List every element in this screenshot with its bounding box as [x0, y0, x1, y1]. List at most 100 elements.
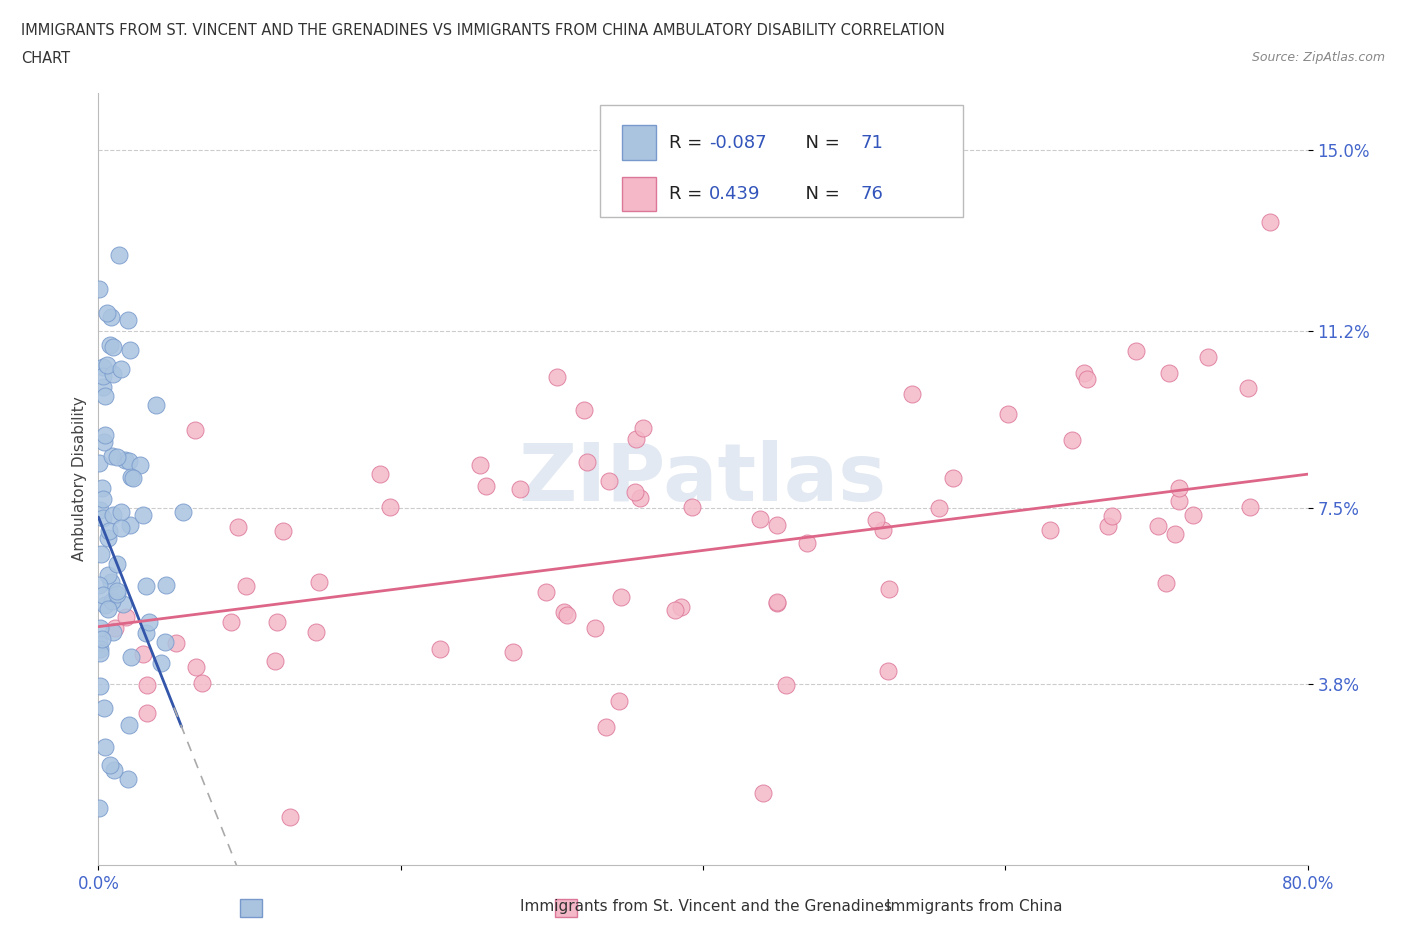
Point [1157, 365, 1180, 380]
Point [1039, 522, 1062, 537]
Point [669, 599, 692, 614]
Point [91, 492, 114, 507]
Point [89, 282, 111, 297]
Point [100, 575, 122, 590]
Point [872, 523, 894, 538]
Point [90, 547, 112, 562]
Point [101, 593, 124, 608]
Text: CHART: CHART [21, 51, 70, 66]
Point [129, 458, 152, 472]
Y-axis label: Ambulatory Disability: Ambulatory Disability [72, 396, 87, 562]
Point [94, 598, 117, 613]
Point [1076, 372, 1098, 387]
Point [752, 786, 775, 801]
Point [775, 677, 797, 692]
Text: R =: R = [669, 134, 709, 152]
Point [308, 575, 330, 590]
Point [87, 635, 110, 650]
Point [1097, 519, 1119, 534]
Point [94, 428, 117, 443]
Point [115, 609, 138, 624]
Point [165, 635, 187, 650]
Point [370, 466, 392, 481]
Point [132, 647, 155, 662]
Point [89, 503, 111, 518]
Point [91, 511, 114, 525]
Point [98, 338, 121, 352]
Point [184, 422, 207, 437]
Point [1073, 365, 1095, 380]
Bar [240, 899, 262, 917]
Point [89, 646, 111, 661]
Point [1125, 343, 1147, 358]
Point [105, 449, 128, 464]
Point [378, 499, 401, 514]
Point [502, 645, 524, 660]
Point [107, 247, 129, 262]
Point [221, 615, 243, 630]
Point [1239, 499, 1261, 514]
Point [623, 485, 645, 499]
Point [172, 504, 194, 519]
Point [572, 403, 595, 418]
Point [942, 471, 965, 485]
Point [534, 585, 557, 600]
Point [429, 642, 451, 657]
Point [114, 453, 136, 468]
Point [1167, 494, 1189, 509]
Point [1147, 518, 1170, 533]
Bar [621, 177, 655, 211]
Point [226, 520, 249, 535]
Point [97, 524, 120, 538]
Text: Source: ZipAtlas.com: Source: ZipAtlas.com [1251, 51, 1385, 64]
Point [1163, 526, 1185, 541]
Point [475, 478, 498, 493]
Text: -0.087: -0.087 [709, 134, 766, 152]
Point [110, 505, 132, 520]
Point [153, 634, 176, 649]
Point [509, 482, 531, 497]
Point [96, 305, 118, 320]
Point [865, 512, 887, 527]
Point [105, 584, 128, 599]
Point [98, 757, 121, 772]
Point [631, 420, 654, 435]
Point [607, 694, 630, 709]
Text: 0.439: 0.439 [709, 185, 761, 203]
Point [101, 448, 124, 463]
Point [928, 500, 950, 515]
Point [749, 512, 772, 526]
Bar [621, 126, 655, 160]
Point [90, 481, 112, 496]
Point [101, 366, 124, 381]
Point [91, 379, 114, 394]
Point [105, 587, 128, 602]
Point [155, 578, 177, 592]
Point [664, 603, 686, 618]
Point [91, 359, 114, 374]
Text: R =: R = [669, 185, 709, 203]
Point [305, 624, 328, 639]
Point [100, 310, 122, 325]
Text: N =: N = [793, 185, 845, 203]
Point [104, 621, 127, 636]
Point [101, 625, 124, 640]
Point [1060, 432, 1083, 447]
Point [1258, 214, 1281, 229]
Point [93, 388, 115, 403]
Point [91, 368, 114, 383]
Point [93, 701, 115, 716]
Point [610, 590, 633, 604]
Point [555, 607, 578, 622]
Point [1236, 380, 1258, 395]
Point [91, 588, 114, 603]
Point [101, 340, 124, 355]
Point [138, 615, 160, 630]
Text: ZIPatlas: ZIPatlas [519, 440, 887, 518]
Point [93, 434, 115, 449]
Text: 76: 76 [860, 185, 883, 203]
Point [766, 517, 789, 532]
Point [120, 517, 142, 532]
Point [468, 458, 491, 472]
Point [103, 763, 125, 777]
